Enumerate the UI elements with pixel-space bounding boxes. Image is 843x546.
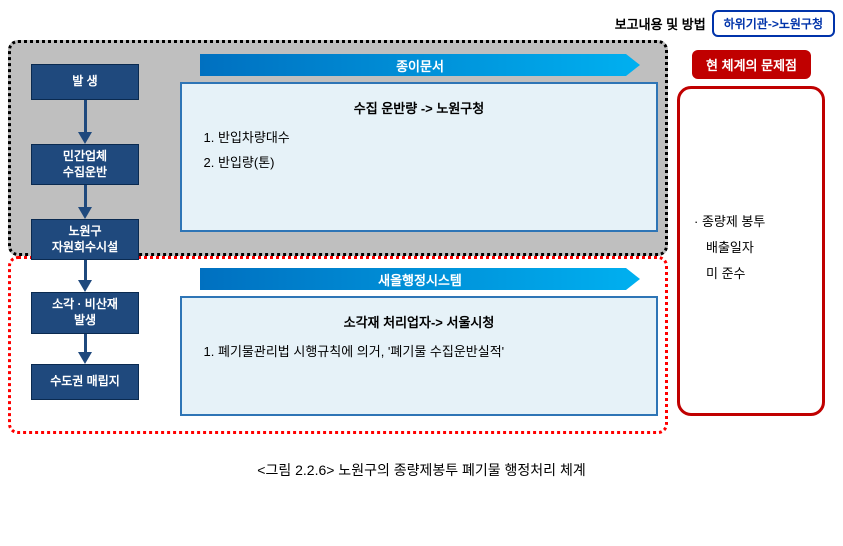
header-label: 보고내용 및 방법 xyxy=(615,14,706,33)
arrow-down-icon xyxy=(78,260,92,292)
figure-caption: <그림 2.2.6> 노원구의 종량제봉투 폐기물 행정처리 체계 xyxy=(0,460,843,480)
header-badge: 하위기관->노원구청 xyxy=(712,10,835,37)
arrow-down-icon xyxy=(78,185,92,219)
info-card-1: 수집 운반량 -> 노원구청 반입차량대수 반입량(톤) xyxy=(180,82,658,232)
flow-column: 발 생 민간업체 수집운반 노원구 자원회수시설 소각 · 비산재 발생 수도권… xyxy=(30,64,140,400)
list-item: 폐기물관리법 시행규칙에 의거, '폐기물 수집운반실적' xyxy=(218,341,640,360)
card1-list: 반입차량대수 반입량(톤) xyxy=(218,127,640,171)
arrow-down-icon xyxy=(78,334,92,364)
card1-title: 수집 운반량 -> 노원구청 xyxy=(198,98,640,117)
flow-node-3: 노원구 자원회수시설 xyxy=(31,219,139,260)
problem-line: 미 준수 xyxy=(694,261,808,287)
header: 보고내용 및 방법 하위기관->노원구청 xyxy=(615,10,835,37)
problem-line: 배출일자 xyxy=(694,235,808,261)
card2-list: 폐기물관리법 시행규칙에 의거, '폐기물 수집운반실적' xyxy=(218,341,640,360)
banner-saeol: 새올행정시스템 xyxy=(200,268,640,290)
problems-card: · 종량제 봉투 배출일자 미 준수 xyxy=(677,86,825,416)
info-card-2: 소각재 처리업자-> 서울시청 폐기물관리법 시행규칙에 의거, '폐기물 수집… xyxy=(180,296,658,416)
flow-node-4: 소각 · 비산재 발생 xyxy=(31,292,139,333)
flow-node-5: 수도권 매립지 xyxy=(31,364,139,400)
problem-line: · 종량제 봉투 xyxy=(694,209,808,235)
list-item: 반입차량대수 xyxy=(218,127,640,146)
list-item: 반입량(톤) xyxy=(218,152,640,171)
arrow-down-icon xyxy=(78,100,92,144)
card2-title: 소각재 처리업자-> 서울시청 xyxy=(198,312,640,331)
flow-node-1: 발 생 xyxy=(31,64,139,100)
flow-node-2: 민간업체 수집운반 xyxy=(31,144,139,185)
problems-title-badge: 현 체계의 문제점 xyxy=(692,50,811,79)
banner-paper-doc: 종이문서 xyxy=(200,54,640,76)
